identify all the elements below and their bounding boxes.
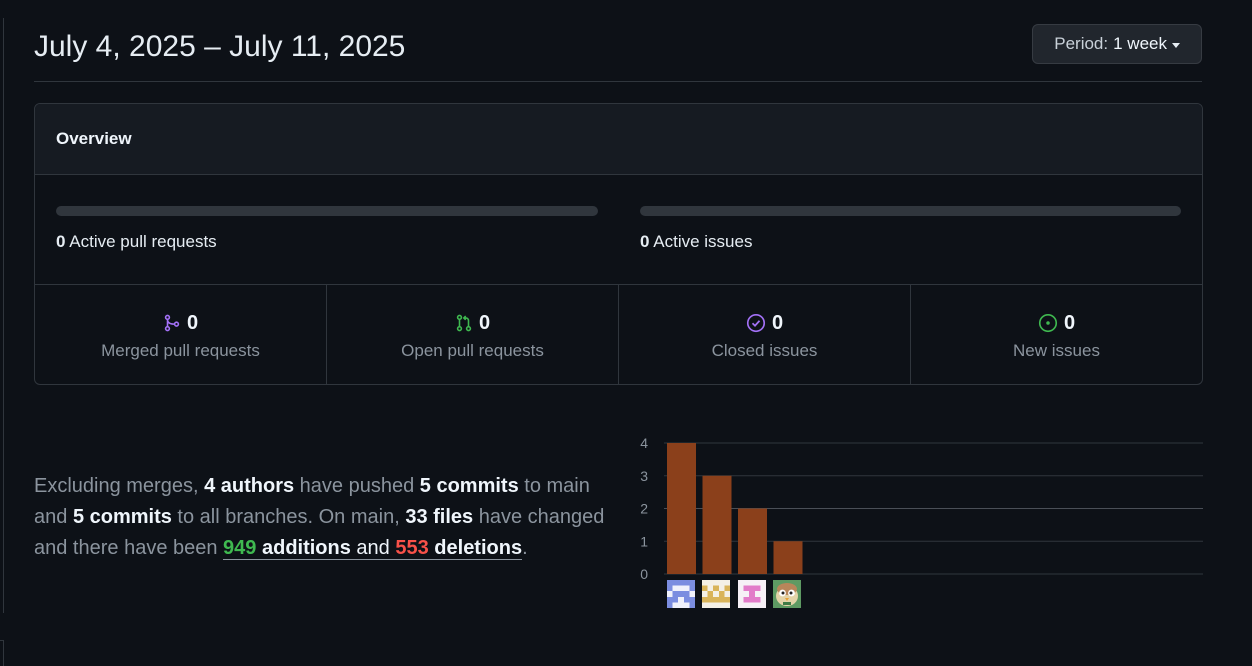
commit-bar-1[interactable] [667,443,696,574]
closed-issues-stat[interactable]: 0 Closed issues [619,285,911,384]
period-value: 1 week [1113,34,1167,53]
additions-word: additions [256,537,351,559]
identicon-icon [702,580,730,608]
new-issues-count: 0 [1063,311,1076,334]
overview-stats: 0 Merged pull requests 0 Open pull reque… [35,285,1202,384]
overview-title: Overview [35,104,1202,175]
closed-issues-label: Closed issues [711,341,818,360]
summary-text-1: Excluding merges, [34,475,205,497]
merged-prs-label: Merged pull requests [101,341,260,360]
open-prs-count: 0 [478,311,491,334]
left-panel-edge [0,18,4,613]
author-4-avatar[interactable] [773,580,801,608]
overview-panel: Overview 0 Active pull requests 0 Active… [34,103,1203,385]
pulse-header: July 4, 2025 – July 11, 2025 Period: 1 w… [34,24,1202,82]
commit-bar-2[interactable] [702,475,732,574]
new-issues-label: New issues [1013,341,1100,360]
y-tick-label: 0 [640,566,648,580]
deletions-word: deletions [428,537,523,559]
commit-bar-chart: 0 1 2 3 4 [640,435,1203,580]
and-word: and [350,537,396,559]
open-prs-label: Open pull requests [401,341,544,360]
merged-prs-stat[interactable]: 0 Merged pull requests [35,285,327,384]
y-tick-label: 3 [640,468,648,484]
summary-text-2: have pushed [294,475,420,497]
caret-down-icon [1172,42,1180,48]
open-issue-icon [1038,313,1057,333]
diff-stats-link[interactable]: 949 additions and 553 deletions [223,537,523,560]
new-issues-stat[interactable]: 0 New issues [911,285,1202,384]
active-prs-bar [56,206,598,216]
commits-main-count: 5 commits [419,475,519,497]
period-label: Period: [1054,34,1109,53]
commit-bar-3[interactable] [738,508,767,575]
active-issues-bar [640,206,1181,216]
merged-prs-count: 0 [186,311,199,334]
commit-bar-4[interactable] [773,541,803,574]
author-1-avatar[interactable] [667,580,695,608]
active-issues-link[interactable]: 0 Active issues [640,232,752,252]
identicon-icon [738,580,766,608]
contributors-commit-chart: 0 1 2 3 4 [634,430,1204,615]
summary-text-3: to main and [34,475,590,528]
commits-all-count: 5 commits [72,506,172,528]
files-changed-count: 33 files [405,506,474,528]
summary-text-6: . [522,537,528,559]
deletions-number: 553 [395,537,429,559]
additions-number: 949 [223,537,257,559]
pull-request-icon [456,314,472,332]
commit-summary: Excluding merges, 4 authors have pushed … [34,471,624,564]
active-prs-label: Active pull requests [69,232,217,251]
y-tick-label: 2 [640,501,648,517]
summary-text-4: to all branches. On main, [171,506,406,528]
active-issues-count: 0 [640,232,650,251]
y-tick-label: 1 [640,533,648,549]
identicon-icon [667,580,695,608]
active-issues-label: Active issues [653,232,753,251]
active-prs-link[interactable]: 0 Active pull requests [56,232,217,252]
left-panel-edge-bottom [0,640,4,666]
summary-text-5: have changed and there have been [34,506,605,559]
owl-avatar-icon [773,580,801,608]
merge-icon [164,314,180,332]
author-3-avatar[interactable] [738,580,766,608]
period-dropdown-button[interactable]: Period: 1 week [1032,24,1202,64]
open-prs-stat[interactable]: 0 Open pull requests [327,285,619,384]
closed-issue-icon [746,313,765,333]
authors-count: 4 authors [204,475,295,497]
y-tick-label: 4 [640,435,648,451]
overview-activity-bars: 0 Active pull requests 0 Active issues [35,175,1202,285]
date-range-title: July 4, 2025 – July 11, 2025 [34,30,406,63]
author-2-avatar[interactable] [702,580,730,608]
closed-issues-count: 0 [771,311,784,334]
active-prs-count: 0 [56,232,66,251]
